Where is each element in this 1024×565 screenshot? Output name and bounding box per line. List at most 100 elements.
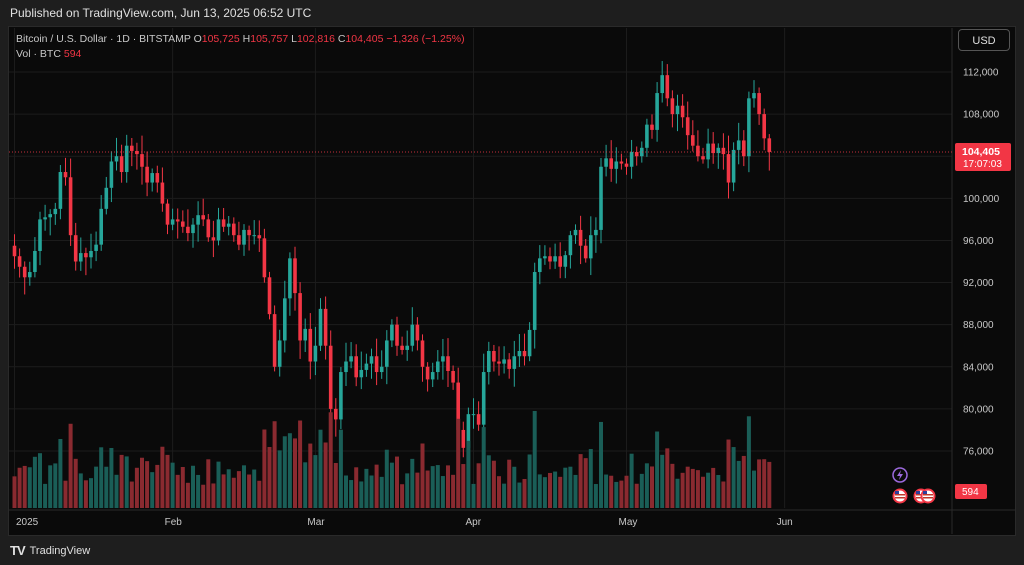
volume-bar xyxy=(476,463,481,508)
candle-body xyxy=(181,221,185,227)
candle-body xyxy=(400,345,404,350)
volume-bar xyxy=(191,465,195,508)
volume-bar xyxy=(150,472,155,508)
volume-bar xyxy=(211,483,216,508)
volume-bar xyxy=(420,443,425,508)
candle-body xyxy=(757,93,761,115)
volume-bar xyxy=(527,454,532,508)
volume-bar xyxy=(389,462,394,508)
volume-bar xyxy=(512,466,517,508)
volume-bar xyxy=(604,474,609,508)
volume-bar xyxy=(609,475,614,508)
candle-body xyxy=(201,215,205,220)
candle-body xyxy=(191,224,195,234)
candle-body xyxy=(752,93,756,99)
candle-body xyxy=(583,245,588,259)
candle-body xyxy=(119,156,124,173)
candle-body xyxy=(140,154,144,167)
candle-body xyxy=(446,356,450,371)
volume-bar xyxy=(282,436,287,508)
candle-body xyxy=(430,372,435,380)
candle-body xyxy=(369,356,374,364)
volume-bar xyxy=(145,461,150,508)
candle-body xyxy=(578,229,583,246)
candle-body xyxy=(543,256,547,259)
volume-bar xyxy=(660,454,665,508)
candle-body xyxy=(303,328,307,341)
candle-body xyxy=(762,114,766,139)
candle-body xyxy=(226,223,231,227)
volume-bar xyxy=(695,470,700,508)
volume-bar xyxy=(338,429,343,508)
volume-bar xyxy=(303,462,308,508)
volume-bar xyxy=(323,442,328,508)
volume-bar xyxy=(180,466,185,508)
volume-bar xyxy=(425,470,430,508)
footer-branding: TV TradingView xyxy=(10,543,90,558)
volume-bar xyxy=(502,483,507,508)
volume-bar xyxy=(140,457,144,508)
candle-body xyxy=(736,140,741,150)
volume-bar xyxy=(655,431,660,508)
candle-body xyxy=(532,272,537,330)
candle-body xyxy=(17,256,22,267)
candle-body xyxy=(145,166,149,183)
volume-bar xyxy=(165,454,170,508)
candle-body xyxy=(599,166,603,230)
candle-body xyxy=(48,214,52,218)
candle-body xyxy=(298,293,302,341)
brand-name: TradingView xyxy=(29,544,91,557)
candle-body xyxy=(196,215,200,225)
candle-body xyxy=(124,145,129,173)
candle-body xyxy=(650,124,654,130)
candle-body xyxy=(395,324,399,346)
candle-body xyxy=(594,229,598,236)
y-tick-label: 84,000 xyxy=(963,362,994,373)
volume-bar xyxy=(201,484,206,508)
volume-bar xyxy=(497,476,501,508)
candle-body xyxy=(257,235,262,239)
x-tick-label: Apr xyxy=(466,517,482,528)
volume-bar xyxy=(53,463,58,508)
candle-body xyxy=(288,258,292,299)
volume-bar xyxy=(650,466,654,508)
volume-bar xyxy=(573,474,578,508)
candle-body xyxy=(221,219,226,227)
candle-body xyxy=(308,328,313,362)
high-label: H xyxy=(242,33,251,45)
candle-body xyxy=(538,258,542,273)
candle-body xyxy=(675,105,680,115)
price-tag xyxy=(955,142,1011,171)
candle-body xyxy=(344,361,348,373)
open-label: O xyxy=(193,33,202,45)
volume-bar xyxy=(685,466,690,508)
candle-body xyxy=(522,350,527,357)
candle-body xyxy=(466,414,471,448)
candle-body xyxy=(726,154,731,183)
candle-body xyxy=(425,366,430,380)
volume-bar xyxy=(109,447,114,508)
volume-bar xyxy=(629,453,634,508)
candle-body xyxy=(38,219,42,251)
volume-bar xyxy=(170,462,175,508)
candle-body xyxy=(451,370,455,383)
currency-button[interactable]: USD xyxy=(958,29,1010,51)
volume-bar xyxy=(639,473,644,508)
volume-bar xyxy=(578,454,583,508)
candle-body xyxy=(186,226,190,234)
candle-body xyxy=(548,256,552,262)
volume-bar xyxy=(461,464,466,508)
candle-body xyxy=(175,219,180,222)
volume-bar xyxy=(308,443,313,508)
volume-bar xyxy=(231,477,236,508)
volume-bar xyxy=(374,464,379,508)
volume-bar xyxy=(716,475,721,508)
volume-bar xyxy=(558,476,563,508)
volume-bar xyxy=(73,458,78,508)
candle-body xyxy=(99,208,103,245)
volume-legend: Vol · BTC 594 xyxy=(16,48,81,60)
volume-bar xyxy=(68,423,73,508)
candle-body xyxy=(517,350,522,357)
volume-bar xyxy=(726,439,731,508)
